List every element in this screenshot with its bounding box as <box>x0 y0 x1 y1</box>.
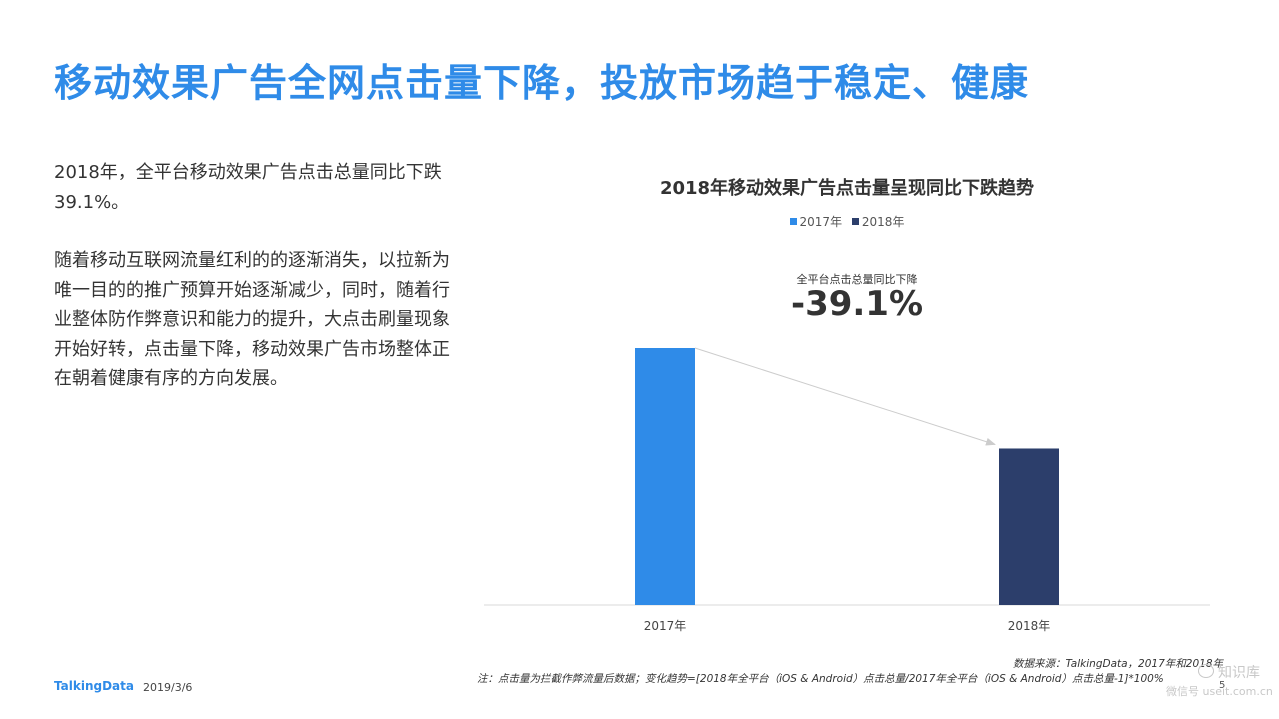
paragraph-summary: 2018年，全平台移动效果广告点击总量同比下跌39.1%。 <box>54 162 442 213</box>
bar-group <box>635 348 1059 605</box>
x-axis-labels: 2017年 2018年 <box>644 619 1051 633</box>
bar-0 <box>635 348 695 605</box>
report-date: 2019/3/6 <box>143 681 193 694</box>
watermark-line1: 知识库 <box>1218 665 1260 681</box>
legend-label-2018: 2018年 <box>861 215 905 229</box>
bar-1 <box>999 448 1059 605</box>
paragraph-analysis: 随着移动互联网流量红利的的逐渐消失，以拉新为唯一目的的推广预算开始逐渐减少，同时… <box>54 250 450 389</box>
watermark-line2: 微信号 useit.com.cn <box>1166 685 1273 698</box>
wechat-icon <box>1198 664 1214 678</box>
legend-swatch-2018 <box>851 218 859 225</box>
legend-swatch-2017 <box>789 218 797 225</box>
callout-label: 全平台点击总量同比下降 <box>796 273 918 286</box>
trend-arrow <box>694 347 996 446</box>
talkingdata-logo: TalkingData <box>54 679 134 693</box>
description-text: 2018年，全平台移动效果广告点击总量同比下跌39.1%。 随着移动互联网流量红… <box>54 158 454 423</box>
watermark: 知识库 微信号 useit.com.cn <box>1166 664 1273 700</box>
footnote: 注：点击量为拦截作弊流量后数据；变化趋势=[2018年全平台（iOS & And… <box>477 673 1164 685</box>
callout-value: -39.1% <box>790 284 924 324</box>
x-tick-label-1: 2018年 <box>1008 619 1051 633</box>
page-number: 5 <box>1219 680 1226 691</box>
data-source: 数据来源：TalkingData，2017年和2018年 <box>1013 658 1223 670</box>
legend-label-2017: 2017年 <box>799 215 843 229</box>
x-tick-label-0: 2017年 <box>644 619 687 633</box>
legend-item-2017: 2017年 <box>789 213 843 230</box>
legend-item-2018: 2018年 <box>851 213 905 230</box>
chart-legend: 2017年 2018年 <box>484 213 1210 230</box>
chart-title: 2018年移动效果广告点击量呈现同比下跌趋势 <box>659 178 1035 199</box>
page-title: 移动效果广告全网点击量下降，投放市场趋于稳定、健康 <box>54 61 1030 105</box>
